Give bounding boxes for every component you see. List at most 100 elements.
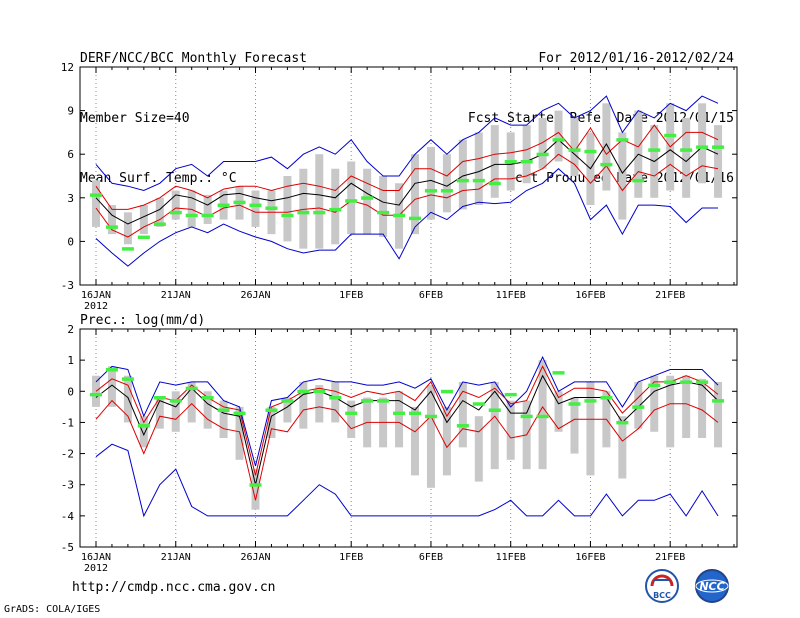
marker-1-0 [90, 392, 102, 397]
series-lower-1 [95, 399, 719, 501]
marker-0-12 [281, 213, 294, 218]
box-0-12 [283, 176, 292, 242]
marker-0-0 [90, 193, 102, 197]
box-1-7 [203, 391, 212, 429]
variable-label: Mean Surf. Temp.: °C [80, 171, 237, 186]
marker-0-36 [664, 133, 677, 138]
marker-1-21 [424, 414, 437, 419]
marker-1-5 [169, 399, 182, 403]
series-upper-1 [95, 365, 719, 476]
bcc-logo-text: BCC [653, 591, 671, 600]
ytick-label-0-5: 12 [61, 61, 74, 74]
agency-logos: BCC NCC [645, 569, 729, 603]
marker-1-39 [712, 399, 725, 403]
xtick-label-1-7: 21FEB [655, 552, 685, 563]
box-0-29 [554, 110, 563, 162]
marker-0-15 [329, 207, 342, 212]
series-max-1 [95, 355, 719, 467]
ytick-label-1-3: -2 [61, 448, 74, 461]
xtick-year-0: 2012 [84, 301, 108, 312]
box-1-19 [395, 391, 404, 448]
series-max-0 [95, 95, 719, 192]
marker-1-9 [233, 411, 246, 416]
plot-frame-0 [79, 66, 738, 286]
box-1-33 [618, 416, 627, 479]
ytick-label-0-4: 9 [67, 105, 74, 118]
box-0-13 [299, 168, 308, 249]
xtick-label-0-5: 11FEB [496, 290, 526, 301]
box-1-2 [123, 375, 132, 423]
marker-1-18 [377, 399, 390, 403]
box-1-34 [634, 381, 643, 429]
marker-0-16 [345, 199, 358, 203]
box-0-2 [123, 212, 132, 245]
marker-1-8 [217, 408, 230, 412]
box-1-29 [554, 391, 563, 432]
series-lower-0 [95, 153, 719, 238]
marker-1-25 [488, 408, 501, 412]
box-0-33 [618, 132, 627, 220]
marker-1-13 [297, 389, 310, 394]
marker-1-14 [313, 389, 326, 394]
box-0-21 [426, 146, 435, 220]
xtick-label-0-7: 21FEB [655, 290, 685, 301]
series-min-1 [95, 443, 719, 518]
box-0-20 [411, 154, 419, 235]
marker-0-27 [520, 159, 533, 164]
forecast-period: For 2012/01/16-2012/02/24 [538, 51, 734, 66]
box-0-15 [331, 168, 340, 245]
marker-1-34 [632, 405, 645, 409]
marker-0-8 [217, 203, 230, 208]
box-1-12 [283, 397, 292, 423]
bcc-logo: BCC [645, 569, 679, 603]
marker-0-28 [536, 152, 549, 157]
marker-0-1 [105, 225, 118, 229]
box-1-8 [219, 400, 228, 438]
ytick-label-0-2: 3 [67, 192, 74, 205]
xtick-label-1-0: 16JAN [81, 552, 111, 563]
marker-0-31 [584, 149, 597, 154]
marker-0-17 [361, 196, 374, 200]
ytick-label-0-3: 6 [67, 148, 74, 161]
marker-1-20 [409, 411, 421, 416]
box-0-7 [203, 194, 212, 224]
ytick-label-1-2: -3 [61, 479, 74, 492]
box-0-37 [682, 117, 691, 198]
box-0-6 [187, 190, 196, 227]
series-min-0 [95, 168, 718, 267]
marker-1-24 [472, 402, 485, 406]
box-0-32 [602, 103, 611, 191]
box-1-5 [171, 391, 180, 432]
marker-1-4 [153, 396, 166, 400]
marker-0-37 [680, 148, 693, 152]
box-1-10 [251, 469, 260, 510]
xtick-label-1-2: 26JAN [240, 552, 270, 563]
ncc-logo-text: NCC [699, 580, 724, 593]
marker-1-6 [185, 386, 198, 391]
box-0-27 [522, 125, 531, 184]
footer-url[interactable]: http://cmdp.ncc.cma.gov.cn [72, 580, 276, 595]
marker-0-24 [472, 178, 485, 183]
box-1-38 [698, 378, 707, 438]
box-1-1 [107, 366, 116, 407]
xtick-year-1: 2012 [84, 563, 108, 574]
xtick-label-0-4: 6FEB [419, 290, 443, 301]
marker-1-28 [536, 414, 549, 419]
marker-1-38 [696, 380, 709, 384]
box-1-23 [458, 381, 467, 448]
xtick-label-1-6: 16FEB [575, 552, 605, 563]
member-size: Member Size=40 [80, 111, 190, 126]
marker-0-20 [409, 216, 421, 221]
box-1-11 [267, 406, 276, 438]
series-mean-0 [95, 139, 719, 225]
box-0-16 [347, 161, 356, 235]
box-1-25 [490, 381, 499, 470]
marker-0-23 [456, 178, 469, 183]
ncc-logo: NCC [695, 569, 729, 603]
marker-0-7 [201, 213, 214, 218]
marker-0-6 [185, 213, 198, 218]
marker-0-5 [169, 210, 182, 215]
box-1-24 [474, 416, 483, 482]
box-1-31 [586, 381, 595, 476]
marker-1-30 [568, 402, 581, 406]
